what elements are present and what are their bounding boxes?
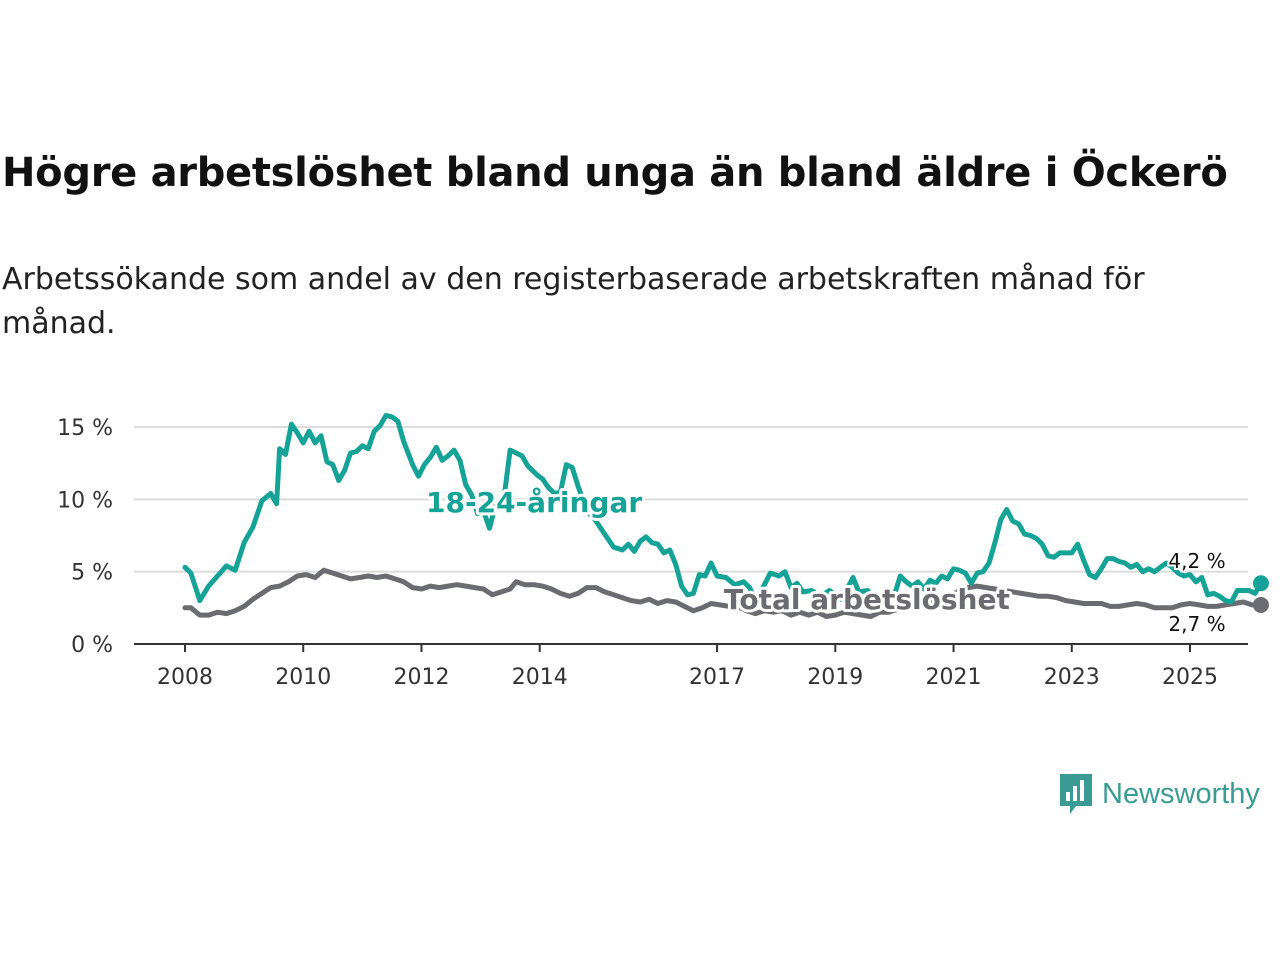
chart-subtitle: Arbetssökande som andel av den registerb…	[2, 262, 1145, 341]
x-tick-label: 2019	[807, 665, 863, 690]
x-axis-ticks: 2008 2010 2012 2014 2017 2019 2021 2023 2025	[157, 644, 1218, 690]
line-chart: 0 %5 %10 %15 % 2008 2010 2012 2014 2017 2019 2…	[57, 412, 1269, 690]
end-label-total: 2,7 %	[1168, 612, 1225, 636]
x-tick-label: 2008	[157, 665, 213, 690]
series-lines	[182, 412, 1269, 619]
x-tick-label: 2014	[512, 665, 568, 690]
series-line-total	[182, 567, 1264, 619]
x-tick-label: 2017	[689, 665, 745, 690]
end-point-youth	[1252, 575, 1269, 592]
x-tick-label: 2021	[926, 665, 982, 690]
y-axis-ticks: 0 % 5 % 10 % 15 %	[57, 416, 113, 658]
brand-name: Newsworthy	[1102, 777, 1260, 810]
end-label-youth: 4,2 %	[1168, 549, 1225, 573]
x-tick-label: 2023	[1044, 665, 1100, 690]
chart-title: Högre arbetslöshet bland unga än bland ä…	[2, 150, 1228, 196]
x-tick-label: 2010	[275, 665, 331, 690]
x-tick-label: 2025	[1162, 665, 1218, 690]
x-tick-label: 2012	[393, 665, 449, 690]
series-labels: 18-24-åringar Total arbetslöshet 4,2 % 2,7 …	[423, 483, 1228, 638]
newsworthy-logo-icon	[1060, 774, 1092, 814]
series-label-youth: 18-24-åringar	[426, 486, 642, 519]
series-label-total: Total arbetslöshet	[724, 583, 1010, 616]
newsworthy-logo: Newsworthy	[1058, 772, 1260, 816]
end-point-total	[1252, 596, 1269, 613]
y-tick-label: 5 %	[71, 561, 113, 586]
y-tick-label: 15 %	[57, 416, 113, 441]
series-line-youth	[182, 412, 1264, 609]
y-tick-label: 10 %	[57, 488, 113, 513]
y-tick-label: 0 %	[71, 633, 113, 658]
